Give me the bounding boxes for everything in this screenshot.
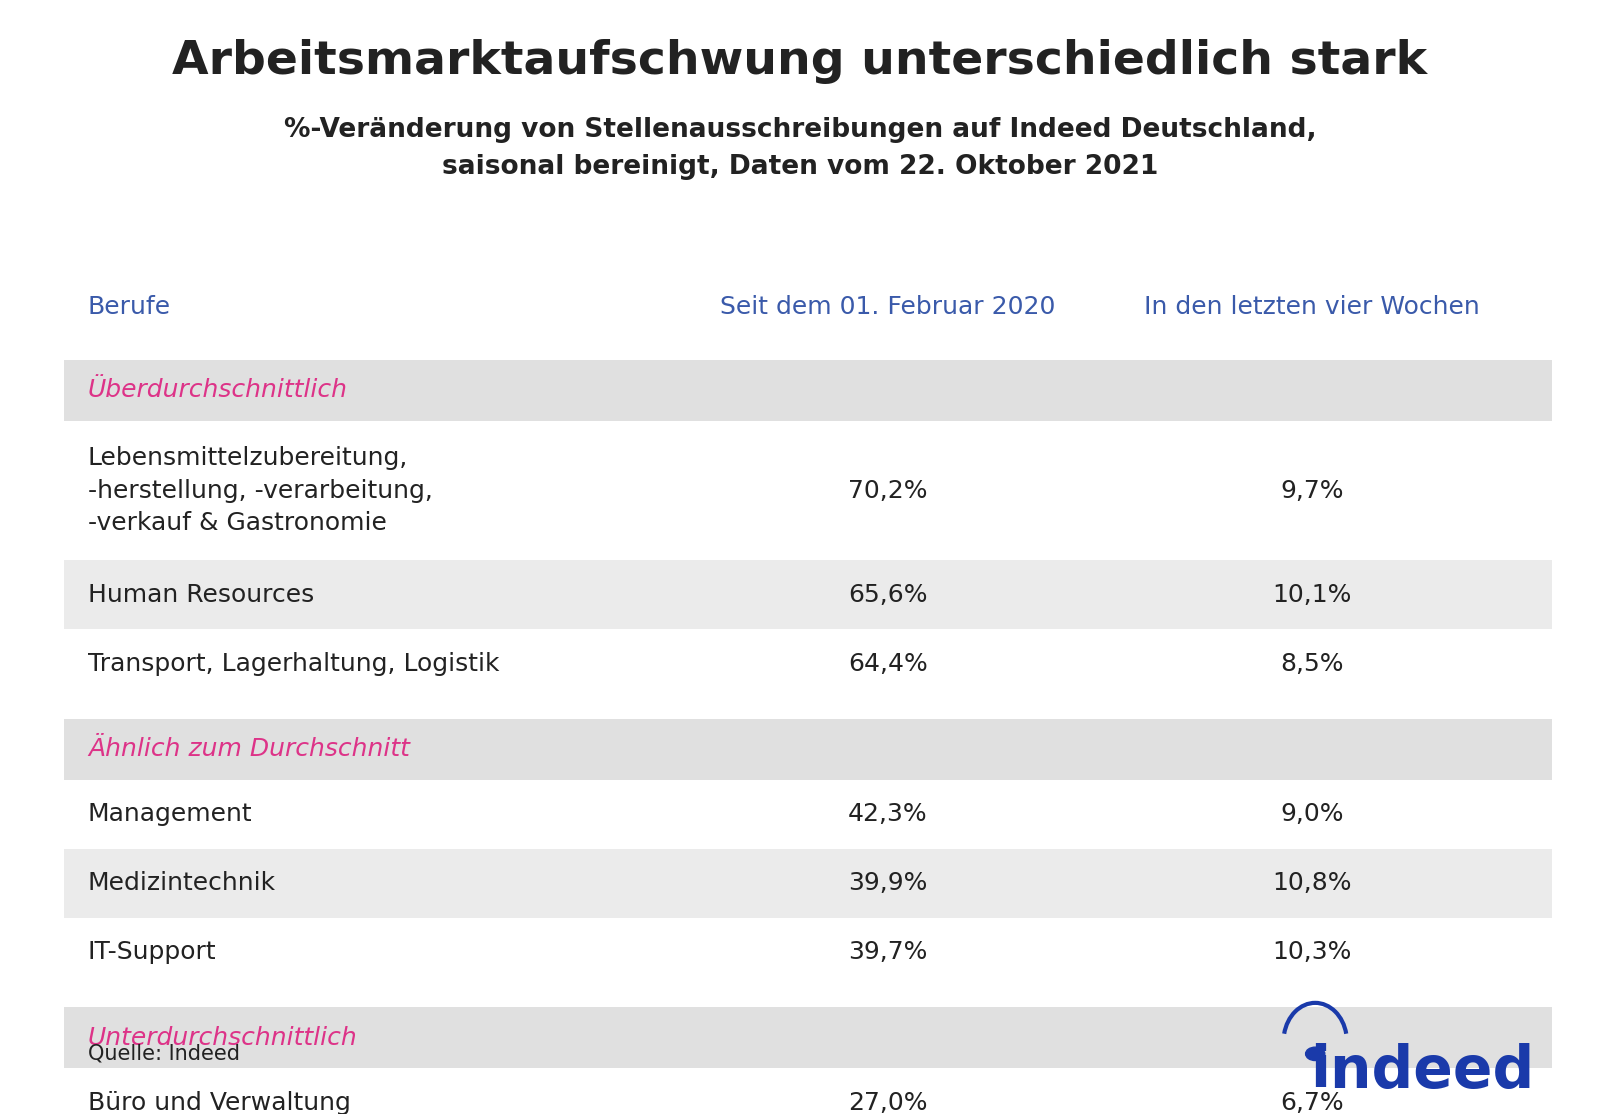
Text: Berufe: Berufe [88, 295, 171, 320]
Text: 10,3%: 10,3% [1272, 940, 1352, 965]
Text: 70,2%: 70,2% [848, 479, 928, 502]
Text: In den letzten vier Wochen: In den letzten vier Wochen [1144, 295, 1480, 320]
Bar [64, 918, 1552, 987]
Bar [64, 360, 1552, 421]
Text: 27,0%: 27,0% [848, 1091, 928, 1114]
Circle shape [1306, 1047, 1325, 1061]
Bar [64, 780, 1552, 849]
Text: indeed: indeed [1310, 1043, 1534, 1101]
Text: Arbeitsmarktaufschwung unterschiedlich stark: Arbeitsmarktaufschwung unterschiedlich s… [173, 39, 1427, 84]
Bar [64, 849, 1552, 918]
Text: 39,9%: 39,9% [848, 871, 928, 896]
Text: 39,7%: 39,7% [848, 940, 928, 965]
Text: Büro und Verwaltung: Büro und Verwaltung [88, 1091, 350, 1114]
Text: Ähnlich zum Durchschnitt: Ähnlich zum Durchschnitt [88, 737, 410, 761]
Bar [64, 719, 1552, 780]
Text: 9,0%: 9,0% [1280, 802, 1344, 827]
Text: 8,5%: 8,5% [1280, 652, 1344, 676]
Text: 10,8%: 10,8% [1272, 871, 1352, 896]
Text: %-Veränderung von Stellenausschreibungen auf Indeed Deutschland,
saisonal berein: %-Veränderung von Stellenausschreibungen… [283, 117, 1317, 180]
Text: 42,3%: 42,3% [848, 802, 928, 827]
Text: Seit dem 01. Februar 2020: Seit dem 01. Februar 2020 [720, 295, 1056, 320]
Bar [64, 1007, 1552, 1068]
Text: Lebensmittelzubereitung,
-herstellung, -verarbeitung,
-verkauf & Gastronomie: Lebensmittelzubereitung, -herstellung, -… [88, 447, 434, 535]
Text: Transport, Lagerhaltung, Logistik: Transport, Lagerhaltung, Logistik [88, 652, 499, 676]
Text: 10,1%: 10,1% [1272, 583, 1352, 607]
Text: Überdurchschnittlich: Überdurchschnittlich [88, 379, 349, 402]
Text: IT-Support: IT-Support [88, 940, 216, 965]
Text: Human Resources: Human Resources [88, 583, 314, 607]
Bar [64, 421, 1552, 560]
Text: Unterdurchschnittlich: Unterdurchschnittlich [88, 1026, 358, 1049]
Text: 9,7%: 9,7% [1280, 479, 1344, 502]
Text: 65,6%: 65,6% [848, 583, 928, 607]
Bar [64, 1068, 1552, 1114]
Bar [64, 560, 1552, 629]
Text: Quelle: Indeed: Quelle: Indeed [88, 1044, 240, 1064]
Bar [64, 629, 1552, 698]
Text: Medizintechnik: Medizintechnik [88, 871, 277, 896]
Text: 6,7%: 6,7% [1280, 1091, 1344, 1114]
Text: 64,4%: 64,4% [848, 652, 928, 676]
Text: Management: Management [88, 802, 253, 827]
